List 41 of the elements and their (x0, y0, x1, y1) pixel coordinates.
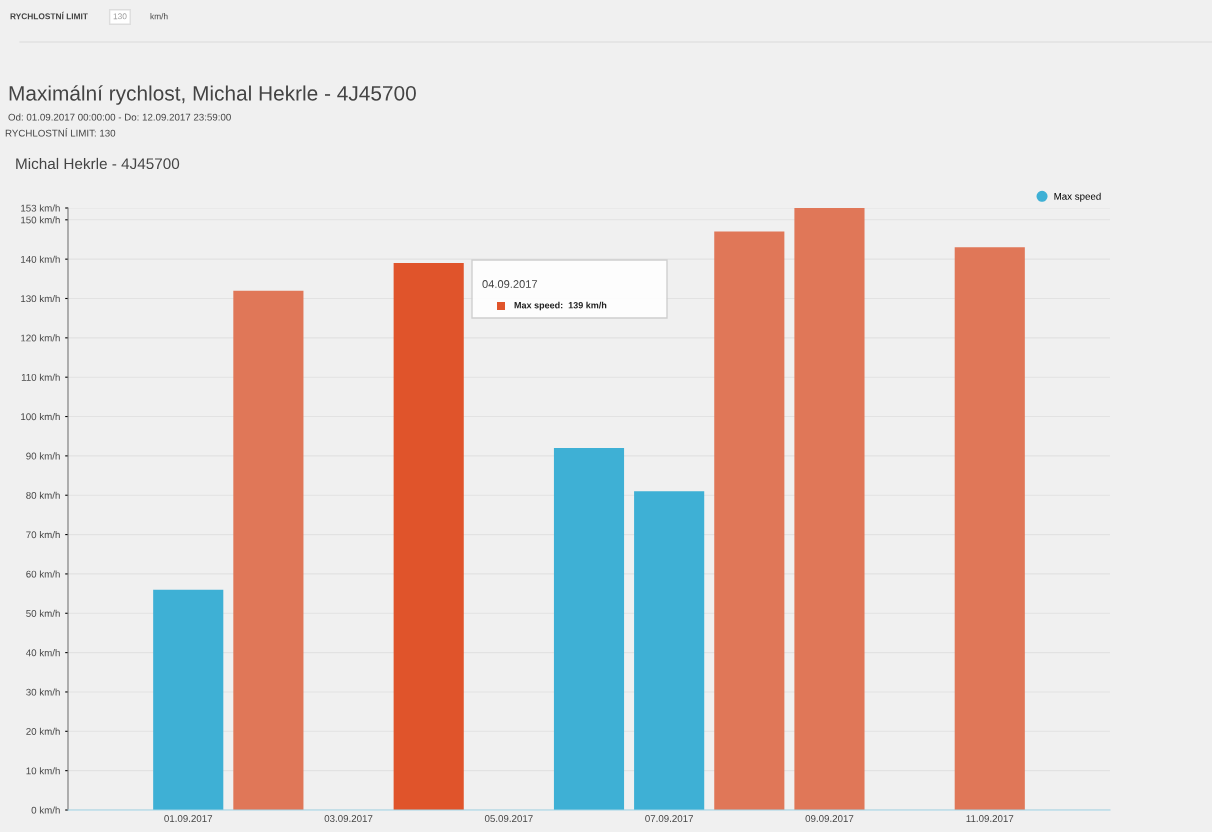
y-tick-label: 40 km/h (26, 649, 60, 657)
x-tick-label: 07.09.2017 (645, 815, 693, 822)
x-tick-label: 03.09.2017 (324, 815, 373, 822)
bar (954, 247, 1025, 810)
legend-label: Max speed (1054, 192, 1101, 202)
y-tick-label: 30 km/h (26, 688, 60, 696)
x-tick-label: 01.09.2017 (164, 815, 213, 822)
text: RYCHLOSTNÍ LIMIT: 130 (5, 128, 116, 137)
y-tick-label: 153 km/h (21, 204, 60, 212)
annotation: Max speed: 139 km/h (514, 301, 607, 311)
y-tick-label: 50 km/h (26, 609, 60, 617)
y-tick-label: 60 km/h (26, 570, 60, 578)
text: Michal Hekrle - 4J45700 (16, 157, 180, 170)
y-tick-label: 20 km/h (26, 727, 60, 735)
y-tick-label: 140 km/h (21, 255, 60, 263)
chart-subtitle: Od: 01.09.2017 00:00:00 - Do: 12.09.2017 23:59:00 (8, 113, 231, 121)
annotation: 04.09.2017 (482, 280, 538, 288)
y-tick-label: 110 km/h (21, 373, 60, 381)
y-tick-label: 130 km/h (21, 294, 60, 303)
bar (553, 448, 625, 810)
y-tick-label: 80 km/h (26, 491, 60, 499)
text: 130 (113, 13, 127, 20)
x-tick-label: 05.09.2017 (484, 815, 533, 822)
y-tick-label: 120 km/h (21, 334, 60, 342)
chart-title: Maximální rychlost, Michal Hekrle - 4J45700 (9, 85, 416, 105)
bar (393, 263, 464, 810)
text: km/h (150, 13, 168, 20)
bar (634, 491, 705, 810)
y-tick-label: 150 km/h (21, 216, 60, 224)
bar (233, 290, 304, 810)
x-tick-label: 09.09.2017 (805, 815, 854, 822)
y-tick-label: 0 km/h (31, 806, 60, 814)
y-tick-label: 10 km/h (26, 767, 60, 775)
x-tick-label: 11.09.2017 (966, 815, 1014, 822)
bar (714, 231, 785, 810)
y-tick-label: 90 km/h (26, 452, 60, 460)
bar (794, 208, 865, 810)
y-tick-label: 100 km/h (21, 413, 60, 421)
y-tick-label: 70 km/h (26, 531, 60, 539)
text: RYCHLOSTNÍ LIMIT (10, 11, 88, 20)
bar (153, 589, 224, 810)
